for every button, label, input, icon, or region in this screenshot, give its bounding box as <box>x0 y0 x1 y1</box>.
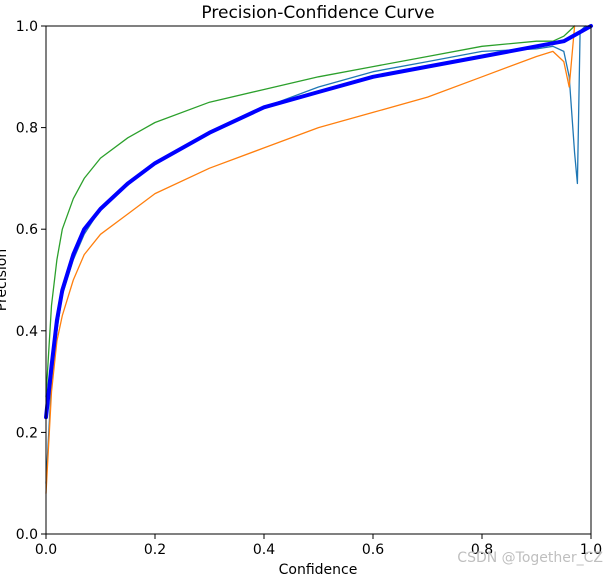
x-tick-label: 1.0 <box>580 542 602 558</box>
x-axis-ticks: 0.0 0.2 0.4 0.6 0.8 1.0 <box>35 534 602 558</box>
y-tick-label: 0.0 <box>16 527 38 543</box>
x-tick-label: 0.2 <box>144 542 166 558</box>
series-line-3 <box>45 25 576 495</box>
x-tick-label: 0.4 <box>253 542 275 558</box>
y-tick-label: 0.8 <box>16 121 38 137</box>
y-axis-label: Precision <box>0 249 10 311</box>
y-tick-label: 1.0 <box>16 19 38 35</box>
y-tick-label: 0.6 <box>16 222 38 238</box>
series-line-1 <box>45 25 576 398</box>
series-line-4 <box>44 24 593 420</box>
series-layer <box>44 24 593 495</box>
y-tick-label: 0.2 <box>16 425 38 441</box>
watermark: CSDN @Together_CZ <box>457 550 603 566</box>
y-tick-label: 0.4 <box>16 324 38 340</box>
x-tick-label: 0.0 <box>35 542 57 558</box>
x-tick-label: 0.8 <box>471 542 493 558</box>
y-axis-ticks: 0.0 0.2 0.4 0.6 0.8 1.0 <box>16 19 46 543</box>
chart-title: Precision-Confidence Curve <box>201 3 434 23</box>
x-axis-label: Confidence <box>279 562 358 575</box>
plot-frame <box>45 25 592 535</box>
x-tick-label: 0.6 <box>362 542 384 558</box>
